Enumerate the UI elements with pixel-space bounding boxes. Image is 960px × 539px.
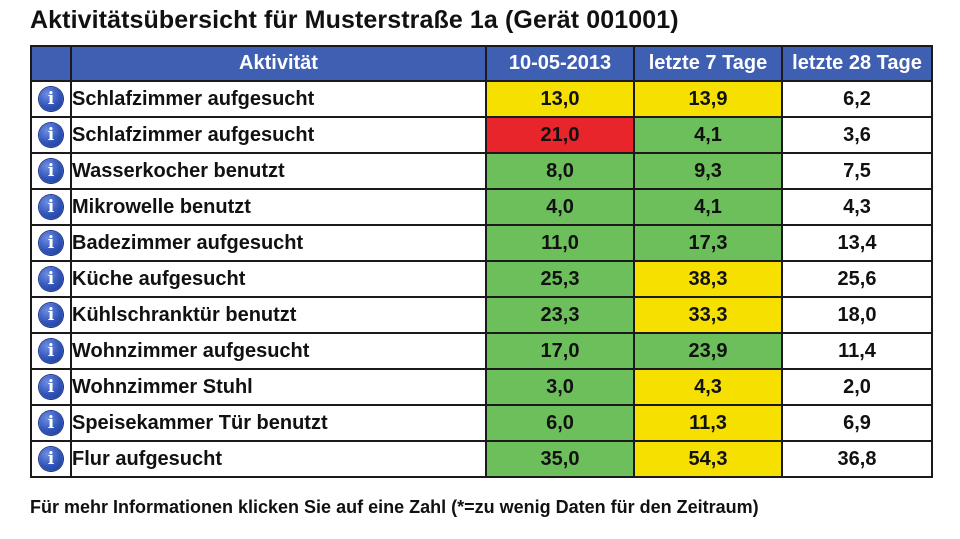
- header-last-7-days: letzte 7 Tage: [633, 45, 783, 82]
- table-row: i Wohnzimmer aufgesucht 17,0 23,9 11,4: [30, 332, 933, 370]
- header-activity: Aktivität: [70, 45, 487, 82]
- info-icon[interactable]: i: [39, 87, 63, 111]
- value-last-7-days[interactable]: 17,3: [633, 224, 783, 262]
- value-date[interactable]: 13,0: [485, 80, 635, 118]
- activity-table: Aktivität 10-05-2013 letzte 7 Tage letzt…: [30, 45, 933, 478]
- value-last-28-days[interactable]: 25,6: [781, 260, 933, 298]
- info-cell: i: [30, 188, 72, 226]
- value-date[interactable]: 23,3: [485, 296, 635, 334]
- value-last-28-days[interactable]: 11,4: [781, 332, 933, 370]
- header-date: 10-05-2013: [485, 45, 635, 82]
- value-last-28-days[interactable]: 13,4: [781, 224, 933, 262]
- activity-label: Schlafzimmer aufgesucht: [70, 80, 487, 118]
- info-icon[interactable]: i: [39, 159, 63, 183]
- value-date[interactable]: 35,0: [485, 440, 635, 478]
- info-cell: i: [30, 224, 72, 262]
- info-cell: i: [30, 332, 72, 370]
- info-cell: i: [30, 152, 72, 190]
- value-last-7-days[interactable]: 23,9: [633, 332, 783, 370]
- info-cell: i: [30, 260, 72, 298]
- value-date[interactable]: 8,0: [485, 152, 635, 190]
- value-last-7-days[interactable]: 54,3: [633, 440, 783, 478]
- info-icon[interactable]: i: [39, 195, 63, 219]
- table-row: i Flur aufgesucht 35,0 54,3 36,8: [30, 440, 933, 478]
- table-row: i Speisekammer Tür benutzt 6,0 11,3 6,9: [30, 404, 933, 442]
- value-date[interactable]: 21,0: [485, 116, 635, 154]
- info-cell: i: [30, 296, 72, 334]
- header-icon-column: [30, 45, 72, 82]
- table-header-row: Aktivität 10-05-2013 letzte 7 Tage letzt…: [30, 45, 933, 82]
- info-icon[interactable]: i: [39, 375, 63, 399]
- value-last-7-days[interactable]: 33,3: [633, 296, 783, 334]
- activity-label: Wohnzimmer aufgesucht: [70, 332, 487, 370]
- value-date[interactable]: 25,3: [485, 260, 635, 298]
- table-row: i Schlafzimmer aufgesucht 13,0 13,9 6,2: [30, 80, 933, 118]
- value-last-28-days[interactable]: 36,8: [781, 440, 933, 478]
- info-icon[interactable]: i: [39, 231, 63, 255]
- activity-label: Speisekammer Tür benutzt: [70, 404, 487, 442]
- table-row: i Badezimmer aufgesucht 11,0 17,3 13,4: [30, 224, 933, 262]
- value-date[interactable]: 4,0: [485, 188, 635, 226]
- info-icon[interactable]: i: [39, 339, 63, 363]
- activity-label: Kühlschranktür benutzt: [70, 296, 487, 334]
- info-cell: i: [30, 116, 72, 154]
- value-last-28-days[interactable]: 3,6: [781, 116, 933, 154]
- info-cell: i: [30, 368, 72, 406]
- table-body: i Schlafzimmer aufgesucht 13,0 13,9 6,2 i Schl…: [30, 80, 933, 478]
- activity-label: Badezimmer aufgesucht: [70, 224, 487, 262]
- value-date[interactable]: 17,0: [485, 332, 635, 370]
- value-last-7-days[interactable]: 11,3: [633, 404, 783, 442]
- info-icon[interactable]: i: [39, 447, 63, 471]
- table-row: i Kühlschranktür benutzt 23,3 33,3 18,0: [30, 296, 933, 334]
- value-last-28-days[interactable]: 6,2: [781, 80, 933, 118]
- info-cell: i: [30, 404, 72, 442]
- info-icon[interactable]: i: [39, 123, 63, 147]
- activity-label: Wohnzimmer Stuhl: [70, 368, 487, 406]
- table-row: i Wasserkocher benutzt 8,0 9,3 7,5: [30, 152, 933, 190]
- table-row: i Wohnzimmer Stuhl 3,0 4,3 2,0: [30, 368, 933, 406]
- value-last-7-days[interactable]: 4,1: [633, 188, 783, 226]
- info-icon[interactable]: i: [39, 411, 63, 435]
- footer-hint: Für mehr Informationen klicken Sie auf e…: [30, 497, 759, 517]
- value-last-7-days[interactable]: 9,3: [633, 152, 783, 190]
- value-date[interactable]: 6,0: [485, 404, 635, 442]
- value-date[interactable]: 11,0: [485, 224, 635, 262]
- info-cell: i: [30, 440, 72, 478]
- activity-label: Wasserkocher benutzt: [70, 152, 487, 190]
- value-last-28-days[interactable]: 6,9: [781, 404, 933, 442]
- header-last-28-days: letzte 28 Tage: [781, 45, 933, 82]
- table-row: i Küche aufgesucht 25,3 38,3 25,6: [30, 260, 933, 298]
- value-last-28-days[interactable]: 7,5: [781, 152, 933, 190]
- value-last-28-days[interactable]: 2,0: [781, 368, 933, 406]
- info-icon[interactable]: i: [39, 303, 63, 327]
- value-last-28-days[interactable]: 4,3: [781, 188, 933, 226]
- activity-label: Schlafzimmer aufgesucht: [70, 116, 487, 154]
- value-last-7-days[interactable]: 38,3: [633, 260, 783, 298]
- value-last-28-days[interactable]: 18,0: [781, 296, 933, 334]
- activity-label: Mikrowelle benutzt: [70, 188, 487, 226]
- info-icon[interactable]: i: [39, 267, 63, 291]
- table-row: i Mikrowelle benutzt 4,0 4,1 4,3: [30, 188, 933, 226]
- page-title: Aktivitätsübersicht für Musterstraße 1a …: [30, 6, 679, 34]
- activity-label: Flur aufgesucht: [70, 440, 487, 478]
- info-cell: i: [30, 80, 72, 118]
- value-last-7-days[interactable]: 13,9: [633, 80, 783, 118]
- value-date[interactable]: 3,0: [485, 368, 635, 406]
- value-last-7-days[interactable]: 4,3: [633, 368, 783, 406]
- table-row: i Schlafzimmer aufgesucht 21,0 4,1 3,6: [30, 116, 933, 154]
- value-last-7-days[interactable]: 4,1: [633, 116, 783, 154]
- activity-label: Küche aufgesucht: [70, 260, 487, 298]
